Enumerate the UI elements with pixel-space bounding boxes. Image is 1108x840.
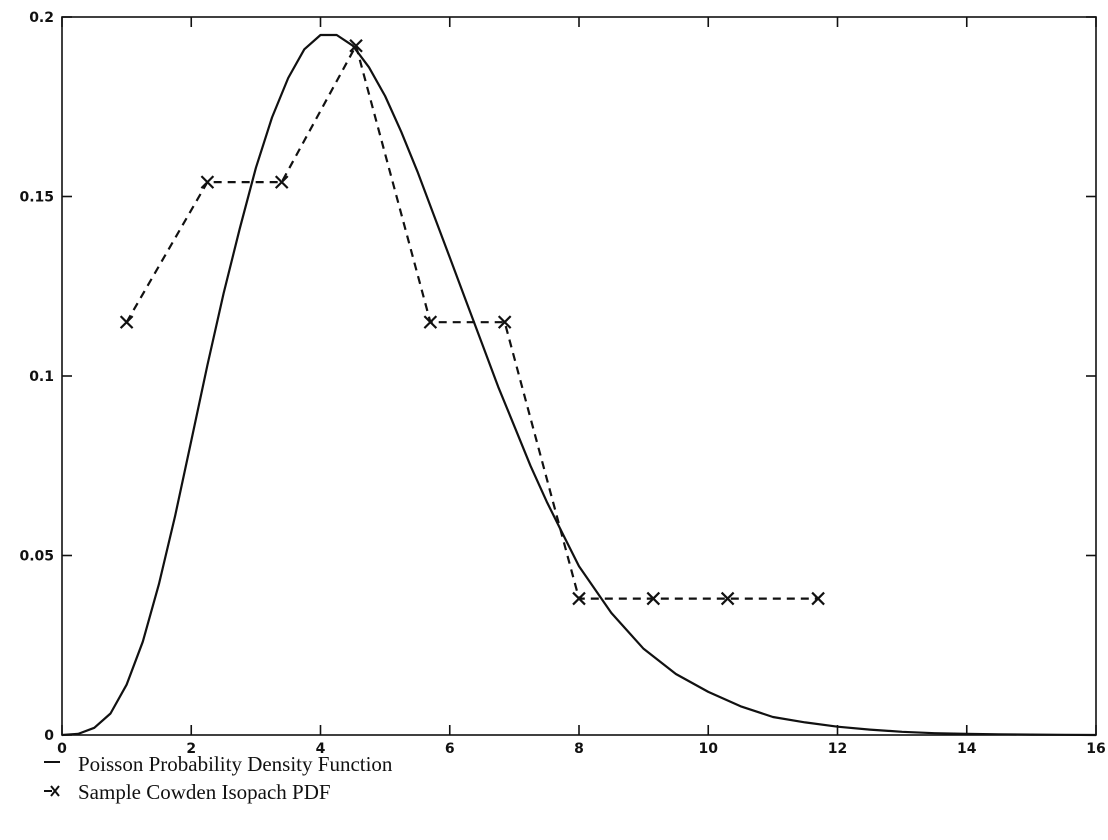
y-tick-label: 0 [44, 728, 54, 744]
series-layer [61, 33, 1097, 737]
x-tick-label: 2 [186, 741, 196, 757]
x-tick-label: 8 [574, 741, 584, 757]
cowden-data-point-marker [200, 175, 215, 189]
x-tick-label: 12 [828, 741, 847, 757]
cowden-data-point-marker [572, 591, 586, 606]
cowden-data-point-marker [811, 591, 825, 606]
x-tick-label: 10 [699, 741, 719, 757]
cowden-data-point-marker [349, 38, 363, 53]
poisson-pdf-line [61, 33, 1097, 737]
y-tick-label: 0.15 [19, 190, 54, 206]
cowden-data-point-marker [497, 315, 512, 329]
cowden-data-point-marker [119, 315, 134, 329]
cowden-data-point-marker [423, 315, 438, 329]
plot-frame [61, 16, 1097, 736]
x-tick-label: 14 [957, 741, 977, 757]
cowden-data-point-marker [646, 591, 661, 606]
legend-swatch-x-marker [50, 785, 60, 797]
cowden-data-point-marker [274, 175, 289, 189]
y-tick-label: 0.1 [29, 369, 54, 385]
legend-item-poisson: Poisson Probability Density Function [44, 752, 393, 776]
cowden-data-point-marker [720, 591, 735, 606]
legend: Poisson Probability Density Function Sam… [44, 752, 393, 804]
y-tick-label: 0.2 [29, 10, 54, 26]
y-tick-label: 0.05 [19, 549, 54, 565]
legend-item-cowden: Sample Cowden Isopach PDF [44, 780, 331, 804]
legend-label-poisson: Poisson Probability Density Function [78, 752, 393, 776]
x-tick-label: 6 [445, 741, 455, 757]
legend-label-cowden: Sample Cowden Isopach PDF [78, 780, 331, 804]
x-tick-label: 4 [316, 741, 326, 757]
x-tick-label: 0 [57, 741, 67, 757]
x-axis-ticks: 0 2 4 6 8 10 12 14 16 [57, 17, 1106, 757]
cowden-isopach-pdf-line [125, 44, 819, 600]
x-tick-label: 16 [1086, 741, 1105, 757]
y-axis-ticks: 0 0.05 0.1 0.15 0.2 [19, 10, 1096, 744]
